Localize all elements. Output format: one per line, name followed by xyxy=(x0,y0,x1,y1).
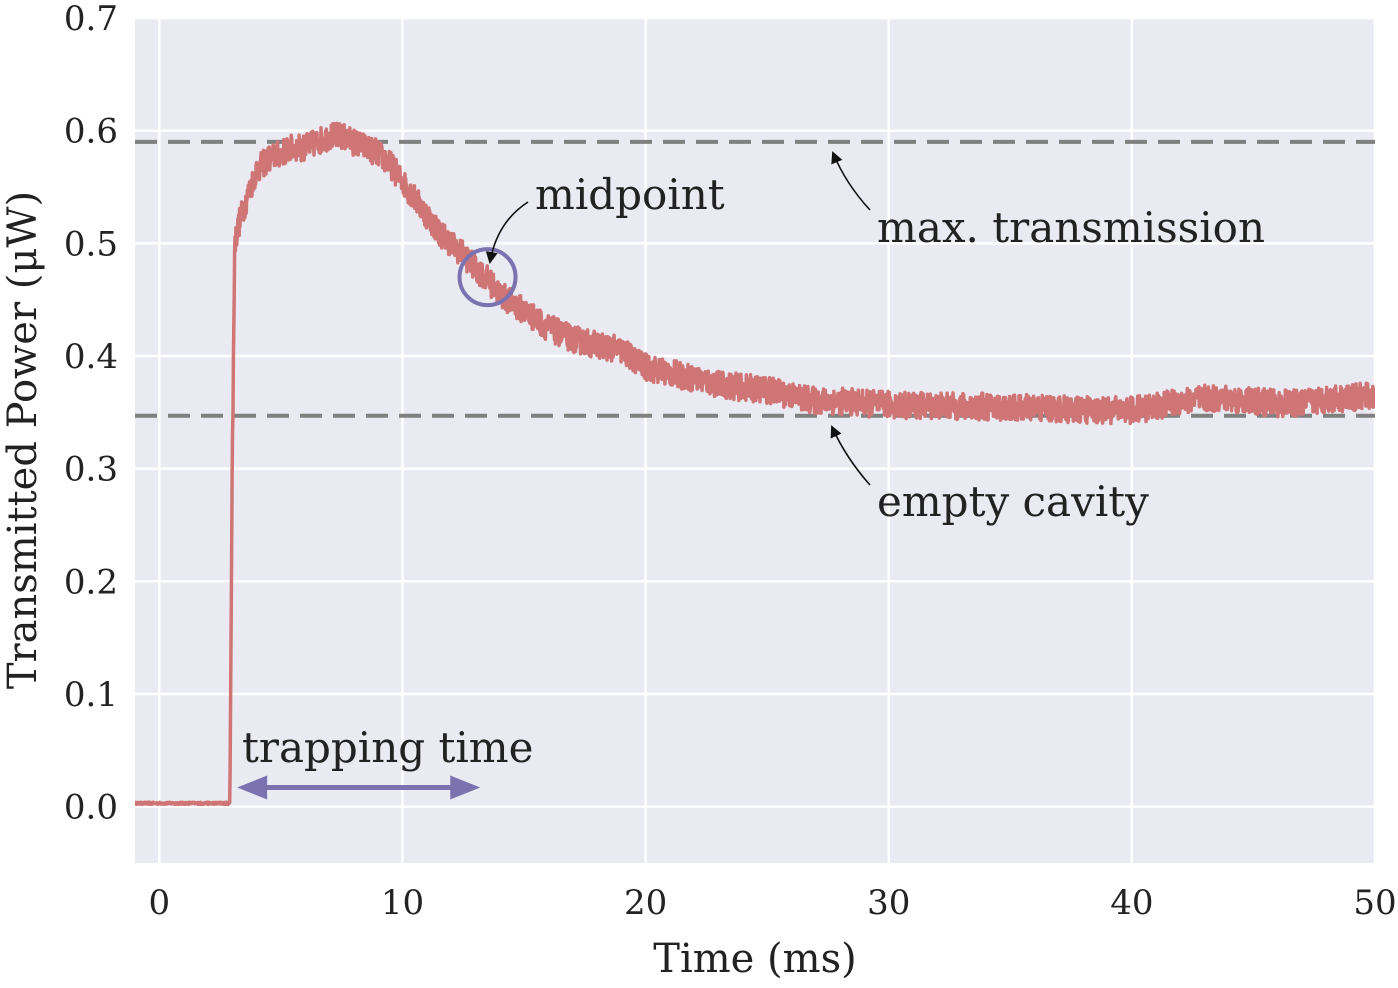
data-series xyxy=(135,121,1375,807)
trapping-time-label: trapping time xyxy=(242,723,533,772)
midpoint-label: midpoint xyxy=(535,170,725,219)
annotations: midpoint max. transmission empty cavity tra… xyxy=(237,151,1265,800)
y-tick-label: 0.7 xyxy=(64,0,118,39)
y-tick-label: 0.4 xyxy=(64,337,118,377)
x-tick-label: 40 xyxy=(1110,883,1153,923)
midpoint-marker-circle xyxy=(457,247,518,308)
y-tick-label: 0.5 xyxy=(64,224,118,264)
series-line xyxy=(135,121,1375,807)
trapping-time-arrow-right-head xyxy=(450,775,481,800)
x-axis-label: Time (ms) xyxy=(653,936,856,982)
y-tick-label: 0.6 xyxy=(64,112,118,152)
trapping-time-arrow-left-head xyxy=(237,775,268,800)
x-tick-label: 30 xyxy=(867,883,910,923)
x-tick-label: 10 xyxy=(381,883,424,923)
empty-cavity-label: empty cavity xyxy=(877,477,1149,526)
x-tick-label: 0 xyxy=(148,883,170,923)
midpoint-arrow xyxy=(485,201,529,264)
y-tick-label: 0.3 xyxy=(64,450,118,490)
y-tick-label: 0.2 xyxy=(64,562,118,602)
y-tick-labels: 0.0 0.1 0.2 0.3 0.4 0.5 0.6 0.7 xyxy=(64,0,118,828)
max-transmission-arrow xyxy=(831,151,871,211)
grid xyxy=(135,16,1377,863)
max-transmission-label: max. transmission xyxy=(877,203,1265,252)
y-tick-label: 0.0 xyxy=(64,788,118,828)
y-tick-label: 0.1 xyxy=(64,675,118,715)
x-tick-label: 20 xyxy=(624,883,667,923)
empty-cavity-arrow xyxy=(830,425,871,486)
x-tick-labels: 0 10 20 30 40 50 xyxy=(148,883,1396,923)
plot-background xyxy=(135,18,1375,863)
x-tick-label: 50 xyxy=(1353,883,1396,923)
y-axis-label: Transmitted Power (μW) xyxy=(0,191,46,689)
